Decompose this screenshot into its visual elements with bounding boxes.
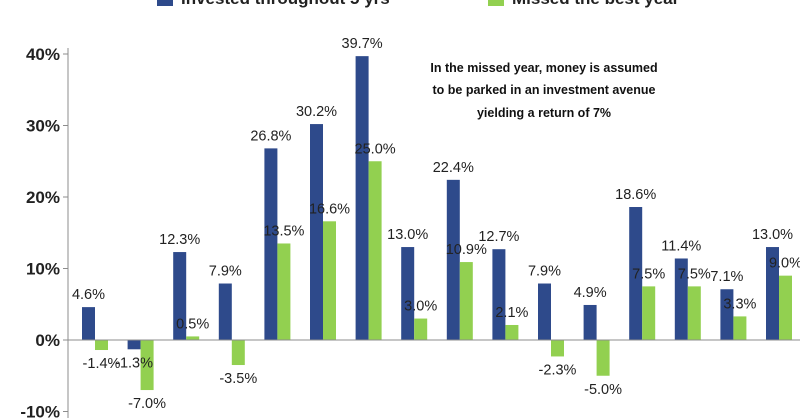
y-tick-label: 30% — [26, 117, 60, 136]
data-label-invested: 4.9% — [574, 285, 607, 301]
bar-invested — [310, 124, 323, 340]
annotation-line-2: to be parked in an investment avenue — [433, 83, 656, 97]
y-tick-label: -10% — [20, 403, 60, 418]
data-label-invested: -1.3% — [115, 355, 153, 371]
bar-missed — [277, 243, 291, 340]
data-label-invested: 12.3% — [159, 232, 200, 248]
legend-label-missed: Missed the best year — [512, 0, 680, 8]
bar-missed — [505, 324, 519, 340]
bar-missed — [231, 340, 245, 366]
bar-invested — [629, 207, 643, 340]
bar-invested — [720, 289, 734, 340]
bar-missed — [733, 316, 747, 340]
bar-invested — [218, 283, 232, 340]
bar-missed — [596, 340, 610, 376]
data-label-invested: 30.2% — [296, 104, 337, 120]
data-label-invested: 4.6% — [72, 287, 105, 303]
data-label-missed: 7.5% — [678, 266, 711, 282]
data-label-missed: -5.0% — [584, 382, 622, 398]
bar-invested — [82, 307, 95, 340]
bar-missed — [323, 221, 336, 340]
data-label-missed: 3.0% — [404, 299, 437, 315]
data-label-missed: 9.0% — [769, 256, 800, 272]
data-label-missed: 3.3% — [723, 296, 756, 312]
bar-missed — [687, 286, 701, 340]
data-label-missed: -3.5% — [219, 371, 257, 387]
bar-invested — [674, 258, 688, 340]
bar-missed — [95, 340, 108, 351]
bar-invested — [127, 340, 141, 350]
bar-invested — [401, 247, 415, 340]
data-label-invested: 26.8% — [250, 128, 291, 144]
plot-area: -10% 0% 10% 20% 30% 40% 4.6% -1.4%-1.3% -7.0% 12.… — [20, 36, 800, 418]
bar-missed — [368, 161, 382, 340]
bar-invested — [766, 247, 779, 340]
data-label-missed: 7.5% — [632, 266, 665, 282]
y-tick-label: 10% — [26, 260, 60, 279]
y-tick-label: 0% — [35, 331, 60, 350]
data-label-missed: 13.5% — [263, 223, 304, 239]
chart-annotation: In the missed year, money is assumed to … — [430, 61, 657, 120]
bar-invested — [355, 56, 369, 341]
bar-missed — [186, 336, 200, 340]
data-label-invested: 7.1% — [710, 269, 743, 285]
data-label-missed: 16.6% — [309, 201, 350, 217]
data-label-invested: 12.7% — [478, 229, 519, 245]
data-label-missed: -7.0% — [128, 396, 166, 412]
data-label-invested: 7.9% — [528, 264, 561, 280]
data-label-invested: 11.4% — [661, 238, 701, 254]
bar-invested — [264, 148, 278, 340]
bar-invested — [492, 249, 506, 340]
data-label-missed: 0.5% — [176, 316, 209, 332]
bar-invested — [538, 283, 551, 340]
data-label-missed: 10.9% — [446, 242, 487, 258]
data-label-missed: 25.0% — [355, 141, 396, 157]
data-label-missed: -1.4% — [83, 356, 121, 372]
legend-swatch-missed — [488, 0, 504, 6]
bar-invested — [446, 179, 460, 340]
bar-missed — [642, 286, 656, 340]
bar-invested — [583, 304, 597, 340]
chart-legend: Invested throughout 5 yrs Missed the bes… — [157, 0, 680, 8]
bar-missed — [551, 340, 564, 357]
data-label-missed: 2.1% — [495, 305, 528, 321]
bar-invested — [173, 252, 187, 340]
y-tick-label: 40% — [26, 45, 60, 64]
annotation-line-3: yielding a return of 7% — [477, 106, 611, 120]
data-label-invested: 7.9% — [209, 264, 242, 280]
annotation-line-1: In the missed year, money is assumed — [430, 61, 657, 75]
bar-missed — [414, 318, 428, 340]
legend-swatch-invested — [157, 0, 173, 6]
data-label-invested: 39.7% — [342, 36, 383, 52]
data-label-missed: -2.3% — [539, 362, 577, 378]
bar-missed — [779, 275, 792, 340]
bar-missed — [459, 262, 473, 340]
y-tick-label: 20% — [26, 188, 60, 207]
legend-label-invested: Invested throughout 5 yrs — [181, 0, 390, 8]
bar-missed — [140, 340, 154, 391]
data-label-invested: 13.0% — [752, 227, 793, 243]
data-label-invested: 13.0% — [387, 227, 428, 243]
data-label-invested: 18.6% — [615, 187, 656, 203]
data-label-invested: 22.4% — [433, 160, 474, 176]
